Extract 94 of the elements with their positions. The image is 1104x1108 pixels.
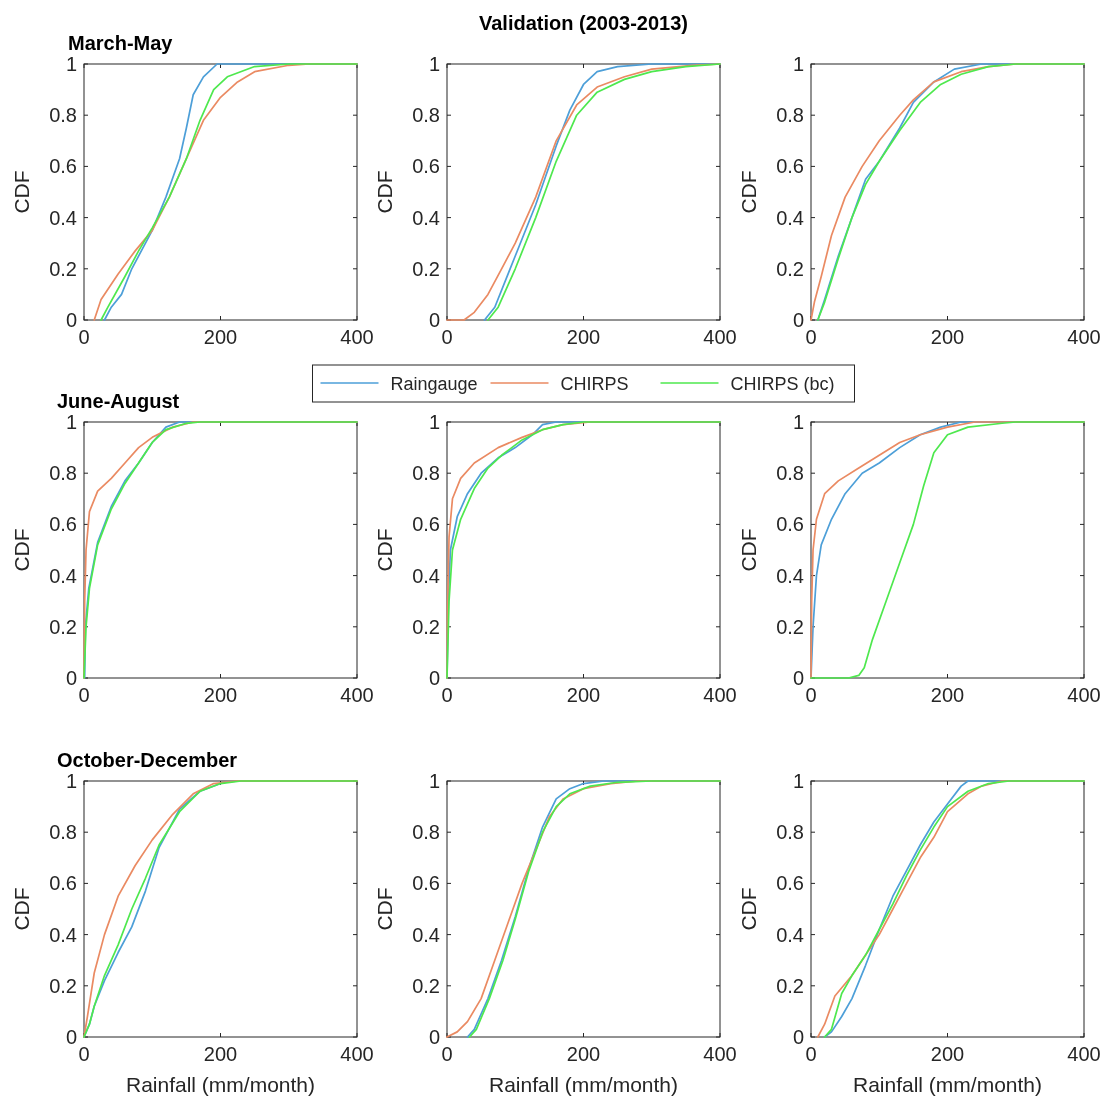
y-tick-label: 0.4 [49, 923, 77, 946]
chart-title: March-May [68, 32, 174, 54]
legend-label: CHIRPS [560, 374, 629, 394]
y-tick-label: 0.8 [49, 821, 77, 844]
x-tick-label: 200 [203, 1043, 238, 1065]
y-tick-label: 1 [792, 770, 804, 792]
y-tick-label: 0 [428, 667, 440, 689]
y-tick-label: 1 [65, 770, 77, 792]
y-tick-label: 0.8 [776, 462, 804, 485]
y-axis-title: CDF [737, 170, 760, 214]
y-tick-label: 0.6 [49, 155, 77, 178]
y-tick-label: 0.8 [776, 821, 804, 844]
x-tick-label: 200 [203, 326, 238, 348]
legend-label: CHIRPS (bc) [730, 374, 835, 394]
y-tick-label: 0 [428, 1026, 440, 1048]
y-tick-label: 0.2 [776, 257, 804, 280]
y-axis-title: CDF [373, 170, 396, 214]
x-tick-label: 400 [703, 684, 737, 706]
y-tick-label: 0.8 [49, 104, 77, 127]
y-tick-label: 0.6 [412, 155, 440, 178]
y-tick-label: 0.2 [412, 615, 440, 638]
y-tick-label: 1 [428, 411, 440, 433]
x-tick-label: 400 [340, 684, 374, 706]
x-tick-label: 400 [340, 1043, 374, 1065]
x-axis-title: Rainfall (mm/month) [488, 1073, 679, 1096]
y-tick-label: 0.4 [776, 206, 804, 229]
y-tick-label: 0.2 [49, 615, 77, 638]
y-tick-label: 1 [428, 53, 440, 75]
x-tick-label: 200 [930, 1043, 965, 1065]
legend-label: Raingauge [390, 374, 478, 394]
y-axis-title: CDF [373, 528, 396, 572]
y-tick-label: 0.2 [412, 974, 440, 997]
y-tick-label: 0.8 [49, 462, 77, 485]
y-axis-title: CDF [737, 887, 760, 931]
y-tick-label: 0 [792, 1026, 804, 1048]
x-tick-label: 400 [1067, 1043, 1101, 1065]
y-tick-label: 0.6 [412, 513, 440, 536]
y-tick-label: 0.2 [49, 974, 77, 997]
y-tick-label: 0 [428, 309, 440, 331]
y-tick-label: 0.4 [49, 206, 77, 229]
y-tick-label: 0.6 [412, 872, 440, 895]
x-axis-title: Rainfall (mm/month) [125, 1073, 316, 1096]
line-series [83, 780, 358, 1038]
x-tick-label: 200 [930, 326, 965, 348]
y-tick-label: 0.4 [412, 923, 440, 946]
y-axis-title: CDF [10, 887, 33, 931]
x-tick-label: 400 [1067, 684, 1101, 706]
line-series [83, 421, 358, 679]
x-tick-label: 400 [1067, 326, 1101, 348]
y-tick-label: 0 [65, 667, 77, 689]
y-tick-label: 0.4 [49, 564, 77, 587]
y-tick-label: 0 [792, 309, 804, 331]
y-tick-label: 1 [65, 411, 77, 433]
y-tick-label: 1 [65, 53, 77, 75]
y-tick-label: 0.8 [412, 821, 440, 844]
x-tick-label: 400 [340, 326, 374, 348]
y-tick-label: 0.6 [776, 513, 804, 536]
y-tick-label: 1 [792, 411, 804, 433]
y-axis-title: CDF [10, 528, 33, 572]
y-tick-label: 0.2 [49, 257, 77, 280]
y-tick-label: 0.6 [49, 513, 77, 536]
x-tick-label: 200 [566, 326, 601, 348]
y-axis-title: CDF [10, 170, 33, 214]
y-tick-label: 0 [65, 309, 77, 331]
y-tick-label: 0.4 [412, 564, 440, 587]
x-tick-label: 200 [930, 684, 965, 706]
y-tick-label: 0.8 [776, 104, 804, 127]
x-tick-label: 200 [566, 684, 601, 706]
y-tick-label: 0.8 [412, 104, 440, 127]
line-series [810, 421, 1085, 679]
y-axis-title: CDF [373, 887, 396, 931]
chart-title: October-December [57, 749, 238, 771]
y-tick-label: 0.6 [776, 872, 804, 895]
y-tick-label: 0.4 [776, 923, 804, 946]
y-tick-label: 1 [428, 770, 440, 792]
y-tick-label: 1 [792, 53, 804, 75]
y-axis-title: CDF [737, 528, 760, 572]
chart-title: Validation (2003-2013) [479, 12, 688, 34]
y-tick-label: 0.4 [776, 564, 804, 587]
y-tick-label: 0 [792, 667, 804, 689]
x-tick-label: 400 [703, 1043, 737, 1065]
y-tick-label: 0.6 [776, 155, 804, 178]
y-tick-label: 0.2 [412, 257, 440, 280]
x-tick-label: 200 [566, 1043, 601, 1065]
y-tick-label: 0.2 [776, 974, 804, 997]
x-tick-label: 400 [703, 326, 737, 348]
y-tick-label: 0.6 [49, 872, 77, 895]
chart-title: June-August [57, 390, 180, 412]
y-tick-label: 0.2 [776, 615, 804, 638]
y-tick-label: 0 [65, 1026, 77, 1048]
x-axis-title: Rainfall (mm/month) [852, 1073, 1043, 1096]
y-tick-label: 0.8 [412, 462, 440, 485]
y-tick-label: 0.4 [412, 206, 440, 229]
x-tick-label: 200 [203, 684, 238, 706]
